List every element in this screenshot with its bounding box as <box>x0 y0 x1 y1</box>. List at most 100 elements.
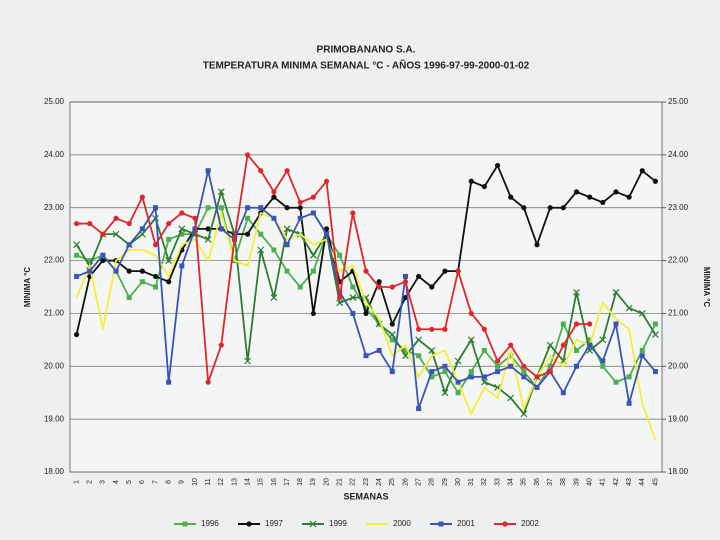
x-tick-label: 33 <box>494 478 501 486</box>
marker <box>139 268 145 274</box>
marker <box>179 231 185 237</box>
legend-label: 1996 <box>201 519 219 528</box>
marker <box>547 205 553 211</box>
marker <box>613 321 619 327</box>
x-tick-label: 24 <box>376 478 383 486</box>
marker <box>323 226 330 232</box>
x-tick-label: 21 <box>337 478 344 486</box>
marker <box>324 231 330 237</box>
marker <box>389 369 395 375</box>
marker <box>480 378 488 386</box>
marker <box>205 379 211 385</box>
marker <box>467 336 475 344</box>
marker <box>626 194 632 200</box>
marker <box>521 205 527 211</box>
x-tick-label: 8 <box>166 480 173 484</box>
x-tick-label: 6 <box>139 480 146 484</box>
marker <box>547 368 553 375</box>
x-tick-label: 27 <box>415 478 422 486</box>
marker <box>573 363 579 369</box>
marker <box>87 268 93 274</box>
marker <box>534 374 540 380</box>
marker <box>638 310 646 317</box>
marker <box>363 353 369 359</box>
y2-axis-label: MINIMA °C <box>702 267 711 307</box>
marker <box>402 273 408 279</box>
marker <box>363 268 369 274</box>
marker <box>429 374 435 380</box>
marker <box>560 342 566 348</box>
marker <box>217 188 225 196</box>
marker <box>376 284 382 290</box>
marker <box>271 189 277 195</box>
marker <box>416 353 422 359</box>
marker <box>639 353 645 359</box>
y2-tick-label: 21.00 <box>668 309 689 318</box>
y-tick-label: 19.00 <box>44 414 65 423</box>
marker <box>429 284 435 290</box>
x-tick-label: 34 <box>508 478 515 486</box>
marker <box>402 347 408 353</box>
y-tick-label: 22.00 <box>44 256 65 265</box>
marker <box>454 357 462 365</box>
marker <box>481 326 487 332</box>
marker <box>560 205 566 211</box>
y-tick-label: 21.00 <box>44 309 65 318</box>
x-tick-label: 23 <box>363 478 370 486</box>
marker <box>166 220 172 227</box>
marker <box>205 205 211 211</box>
marker <box>139 194 145 200</box>
marker <box>350 284 356 290</box>
marker <box>438 521 444 527</box>
marker <box>613 379 619 385</box>
x-tick-label: 2 <box>87 480 94 484</box>
marker <box>520 410 528 418</box>
marker <box>270 294 278 301</box>
x-tick-label: 29 <box>442 478 449 486</box>
marker <box>455 390 461 396</box>
marker <box>153 205 159 211</box>
marker <box>245 215 251 221</box>
x-tick-label: 43 <box>626 478 633 486</box>
marker <box>389 337 395 343</box>
marker <box>389 284 395 290</box>
marker <box>573 347 579 353</box>
marker <box>310 268 316 274</box>
marker <box>166 279 172 285</box>
marker <box>165 257 173 264</box>
marker <box>573 321 580 327</box>
x-tick-label: 13 <box>231 478 238 486</box>
marker <box>218 226 224 232</box>
legend-label: 2001 <box>457 519 475 528</box>
marker <box>560 321 566 327</box>
marker <box>481 347 487 353</box>
marker <box>587 342 593 348</box>
marker <box>349 294 357 301</box>
x-tick-label: 40 <box>586 478 593 486</box>
x-tick-label: 15 <box>258 478 265 486</box>
x-tick-label: 5 <box>126 480 133 484</box>
x-tick-label: 1 <box>73 480 80 484</box>
x-tick-label: 37 <box>547 478 554 486</box>
marker <box>258 168 264 174</box>
marker <box>626 374 632 380</box>
marker <box>507 394 515 402</box>
marker <box>389 321 395 327</box>
marker <box>87 258 93 264</box>
series-line <box>76 152 590 383</box>
marker <box>113 268 119 274</box>
x-tick-label: 14 <box>244 478 251 486</box>
marker <box>441 389 449 397</box>
marker <box>244 357 252 365</box>
x-tick-label: 4 <box>113 480 120 484</box>
marker <box>205 168 211 174</box>
marker <box>139 279 145 285</box>
legend-label: 1997 <box>265 519 283 528</box>
marker <box>152 273 159 280</box>
marker <box>139 226 145 232</box>
marker <box>310 194 316 200</box>
marker <box>73 220 80 227</box>
marker <box>350 210 356 216</box>
x-tick-label: 20 <box>323 478 330 486</box>
